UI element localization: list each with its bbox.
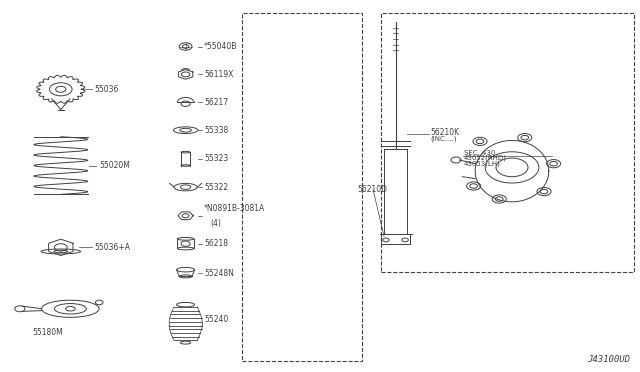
Text: 56210K: 56210K: [431, 128, 460, 137]
Text: SEC. 430: SEC. 430: [464, 150, 495, 155]
Text: 56218: 56218: [204, 239, 228, 248]
Text: *N0891B-3081A: *N0891B-3081A: [204, 204, 266, 213]
Bar: [242, 13, 362, 361]
Text: 55240: 55240: [204, 315, 228, 324]
Bar: [381, 13, 634, 272]
Text: (4): (4): [210, 219, 221, 228]
Text: 56210D: 56210D: [357, 185, 387, 194]
Text: J43100UD: J43100UD: [588, 355, 630, 364]
Text: 56119X: 56119X: [204, 70, 234, 79]
Text: 55322: 55322: [204, 183, 228, 192]
Text: *55040B: *55040B: [204, 42, 237, 51]
Text: (INC....): (INC....): [431, 135, 457, 142]
Text: 55180M: 55180M: [33, 328, 63, 337]
Text: 43053(LH): 43053(LH): [464, 160, 501, 167]
Text: 55323: 55323: [204, 154, 228, 163]
Text: 56217: 56217: [204, 98, 228, 107]
Text: 55036: 55036: [95, 85, 119, 94]
Text: 55036+A: 55036+A: [95, 243, 131, 252]
Text: 43052(RHD): 43052(RHD): [464, 155, 507, 161]
Text: 55248N: 55248N: [204, 269, 234, 278]
Text: 55338: 55338: [204, 126, 228, 135]
Text: 55020M: 55020M: [99, 161, 130, 170]
